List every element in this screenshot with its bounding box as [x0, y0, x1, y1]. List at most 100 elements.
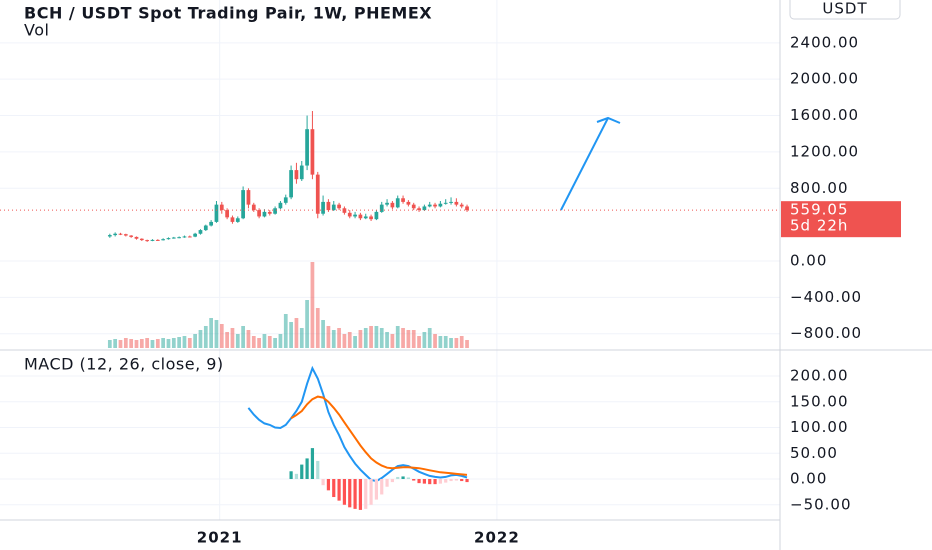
histogram-bar	[369, 479, 373, 505]
y-tick-label: 100.00	[790, 418, 849, 436]
histogram-bar	[310, 448, 315, 480]
histogram-bar	[396, 476, 400, 480]
volume-bar	[171, 338, 176, 348]
candle-body	[134, 236, 139, 239]
grid	[0, 0, 780, 520]
candle-body	[299, 165, 304, 180]
histogram-bar	[364, 479, 368, 509]
volume-bar	[369, 326, 373, 348]
candle-body	[123, 234, 128, 236]
volume-bar	[299, 328, 304, 348]
candle-body	[347, 212, 352, 217]
volume-bar	[182, 336, 187, 348]
candle-body	[257, 210, 261, 217]
chart-title: BCH / USDT Spot Trading Pair, 1W, PHEMEX	[24, 4, 432, 23]
y-tick-label: 1200.00	[790, 142, 859, 160]
candle-body	[374, 211, 379, 220]
volume-bar	[395, 326, 400, 348]
histogram-bar	[428, 479, 432, 485]
candle-body	[449, 201, 453, 203]
candle-body	[310, 129, 315, 175]
volume-bar	[145, 338, 150, 348]
histogram-bar	[353, 479, 357, 509]
volume-bar	[321, 320, 325, 348]
candle-body	[203, 225, 208, 231]
candle-body	[246, 190, 251, 205]
histogram-bar	[444, 479, 448, 483]
histogram-bar	[374, 479, 379, 500]
volume-bar	[155, 339, 160, 348]
volume-bar	[150, 340, 155, 348]
currency-button[interactable]	[789, 0, 901, 20]
candle-body	[369, 216, 373, 220]
histogram-bar	[390, 479, 394, 483]
candle-body	[454, 201, 459, 205]
currency-label: USDT	[822, 0, 867, 18]
histogram-bar	[433, 479, 437, 485]
volume-bar	[363, 328, 368, 348]
candle-body	[171, 237, 176, 239]
histogram-bar	[316, 460, 320, 480]
marks: 2400.00 2000.00 1600.00 1200.00 800.00 0.00 −4…	[0, 33, 901, 547]
histogram-bar	[321, 479, 325, 486]
volume-bar	[358, 330, 363, 348]
candle-body	[406, 201, 411, 205]
candle-body	[422, 206, 427, 211]
candle-body	[129, 235, 134, 237]
volume-bar	[401, 328, 405, 348]
volume-bar	[433, 334, 437, 348]
volume-bar	[454, 338, 459, 348]
candle-body	[209, 221, 213, 226]
candle-body	[107, 235, 112, 237]
candle-body	[331, 204, 336, 211]
volume-bar	[246, 330, 251, 348]
histogram-bar	[412, 479, 416, 481]
volume-bar	[235, 334, 240, 348]
volume-bar	[294, 318, 299, 348]
candle-body	[241, 190, 245, 219]
volume-bar	[139, 339, 144, 348]
volume-bar	[251, 336, 256, 348]
volume-bar	[283, 314, 288, 348]
volume-bar	[390, 334, 395, 348]
x-tick-label: 2022	[474, 529, 520, 547]
volume-bar	[417, 336, 421, 348]
candle-body	[459, 204, 464, 207]
volume-bar	[187, 338, 192, 348]
candle-body	[427, 204, 432, 207]
histogram-bar	[289, 471, 293, 480]
volume-bar	[331, 330, 336, 348]
candle-body	[278, 202, 283, 209]
histogram-bar	[305, 458, 309, 480]
candle-body	[262, 211, 267, 217]
arrow-head	[596, 116, 621, 124]
histogram-bar	[465, 479, 469, 483]
candle-body	[385, 202, 389, 205]
volume-bar	[326, 326, 331, 348]
macd-line	[290, 395, 468, 476]
volume-bar	[166, 339, 171, 348]
histogram-bar	[348, 479, 352, 508]
y-tick-label: 150.00	[790, 392, 849, 410]
candle-body	[251, 204, 256, 211]
histogram-bar	[417, 479, 421, 484]
volume-bar	[198, 330, 203, 348]
volume-bar	[385, 332, 389, 348]
volume-bar	[129, 339, 134, 348]
histogram-bar	[406, 477, 410, 480]
candle-body	[433, 204, 437, 207]
volume-bar	[267, 336, 272, 348]
volume-bar	[411, 330, 416, 348]
volume-bar	[225, 332, 229, 348]
volume-bar	[161, 338, 166, 348]
histogram-bar	[385, 479, 389, 487]
candle-body	[198, 230, 203, 234]
volume-bar	[406, 330, 411, 348]
candle-body	[326, 201, 331, 211]
histogram-bar	[449, 479, 453, 482]
candle-body	[337, 204, 341, 209]
candle-body	[401, 198, 405, 202]
candle-body	[219, 204, 224, 211]
y-tick-label: −50.00	[790, 495, 852, 513]
